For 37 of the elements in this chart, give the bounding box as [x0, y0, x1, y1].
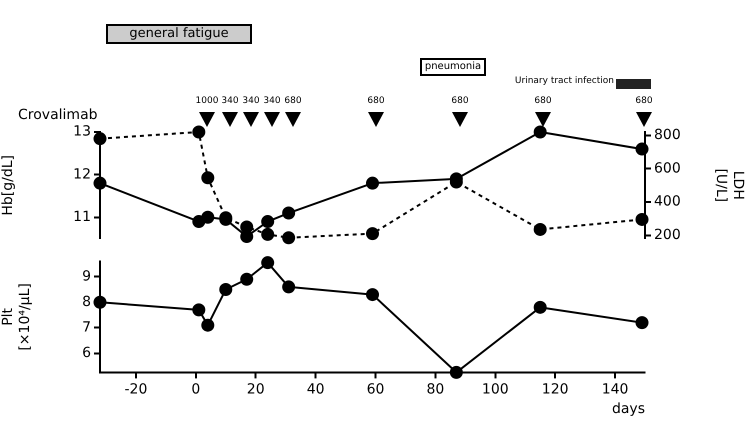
- y-tick-label: 7: [82, 319, 91, 336]
- text: 680: [284, 96, 302, 106]
- y2-tick-label: 200: [654, 226, 681, 243]
- x-tick-label: 60: [366, 381, 384, 398]
- x-tick-label: 40: [306, 381, 325, 398]
- y2-tick-label: 800: [654, 126, 681, 143]
- text: Urinary tract infection: [514, 75, 614, 87]
- x-axis-title: days: [612, 401, 645, 418]
- text: 340: [242, 96, 260, 106]
- y-tick-label: 11: [73, 208, 91, 225]
- y-tick-label: 8: [82, 294, 91, 310]
- text: pneumonia: [420, 58, 486, 76]
- y-tick-label: 13: [73, 124, 91, 140]
- text: 680: [450, 96, 470, 106]
- text: 340: [221, 96, 239, 106]
- text: 680: [366, 96, 386, 106]
- text: 680: [533, 96, 553, 106]
- y-axis-title: Plt [×10⁴/μL]: [0, 283, 33, 351]
- y-tick-label: 6: [82, 344, 92, 361]
- text: 680: [634, 96, 654, 106]
- x-tick-label: 140: [602, 381, 628, 398]
- y-tick-label: 12: [73, 166, 91, 182]
- y2-tick-label: 600: [654, 160, 681, 176]
- x-tick-label: 100: [482, 381, 509, 398]
- y2-axis-title: LDH [U/L]: [713, 168, 746, 202]
- x-tick-label: 0: [191, 381, 200, 398]
- y-axis-title: Hb[g/dL]: [0, 154, 16, 216]
- x-tick-label: -20: [124, 381, 148, 398]
- y-tick-label: 9: [82, 268, 91, 284]
- text: Crovalimab: [18, 106, 98, 124]
- x-tick-label: 20: [246, 381, 265, 398]
- x-tick-label: 120: [542, 381, 569, 398]
- text: 1000: [196, 96, 218, 106]
- x-tick-label: 80: [426, 381, 444, 398]
- y2-tick-label: 400: [654, 194, 681, 210]
- text: 340: [263, 96, 281, 106]
- text: general fatigue: [106, 24, 252, 44]
